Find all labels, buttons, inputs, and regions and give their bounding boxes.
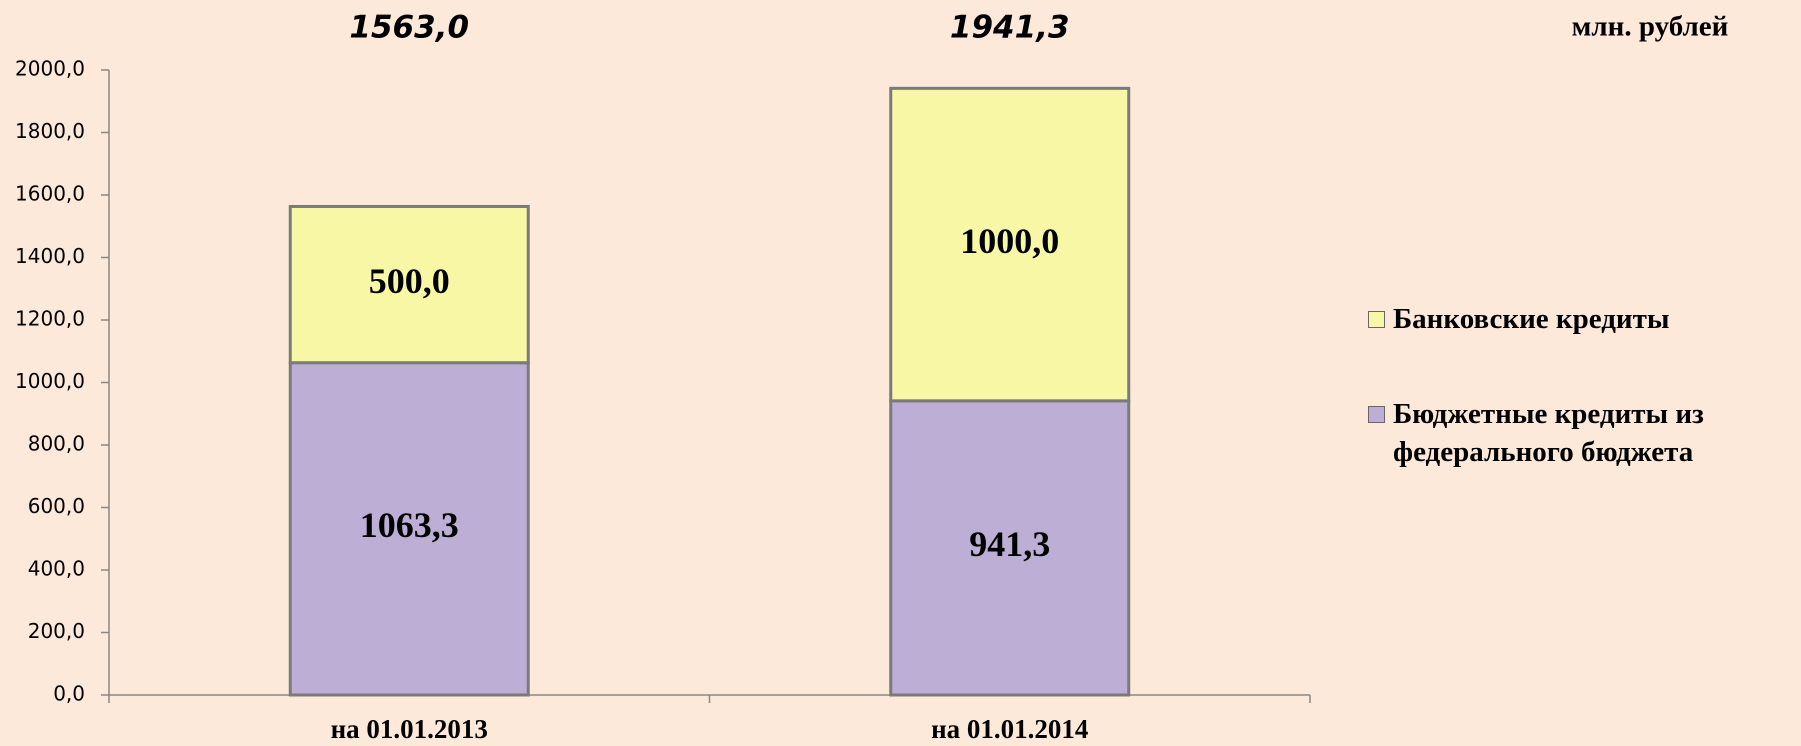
y-tick-label: 0,0 bbox=[53, 682, 85, 706]
total-label: 1563,0 bbox=[349, 10, 469, 46]
data-label: 941,3 bbox=[969, 524, 1050, 564]
x-tick-label: на 01.01.2014 bbox=[931, 714, 1088, 744]
legend-label: Бюджетные кредиты из федерального бюджет… bbox=[1393, 398, 1704, 468]
y-tick-label: 800,0 bbox=[28, 432, 85, 456]
legend-item: Банковские кредиты bbox=[1368, 300, 1798, 338]
unit-label: млн. рублей bbox=[1572, 11, 1729, 43]
bar-segment bbox=[288, 361, 530, 697]
y-tick-label: 1800,0 bbox=[15, 119, 85, 143]
y-tick-label: 1600,0 bbox=[15, 182, 85, 206]
bar-segment bbox=[889, 399, 1131, 697]
y-tick-label: 2000,0 bbox=[15, 57, 85, 81]
y-tick-label: 1200,0 bbox=[15, 307, 85, 331]
data-label: 1063,3 bbox=[360, 505, 459, 545]
y-tick-label: 1000,0 bbox=[15, 369, 85, 393]
legend-item: Бюджетные кредиты из федерального бюджет… bbox=[1368, 395, 1798, 471]
data-label: 500,0 bbox=[369, 261, 450, 301]
total-label: 1941,3 bbox=[950, 10, 1070, 46]
legend-label: Банковские кредиты bbox=[1393, 303, 1670, 335]
y-tick-label: 400,0 bbox=[28, 557, 85, 581]
legend-swatch bbox=[1368, 406, 1385, 423]
y-tick-label: 600,0 bbox=[28, 494, 85, 518]
bar-segment bbox=[889, 86, 1131, 403]
data-label: 1000,0 bbox=[960, 221, 1059, 261]
y-tick-label: 200,0 bbox=[28, 619, 85, 643]
bar-segment bbox=[288, 204, 530, 365]
x-tick-label: на 01.01.2013 bbox=[331, 714, 488, 744]
y-tick-label: 1400,0 bbox=[15, 244, 85, 268]
legend-swatch bbox=[1368, 311, 1385, 328]
